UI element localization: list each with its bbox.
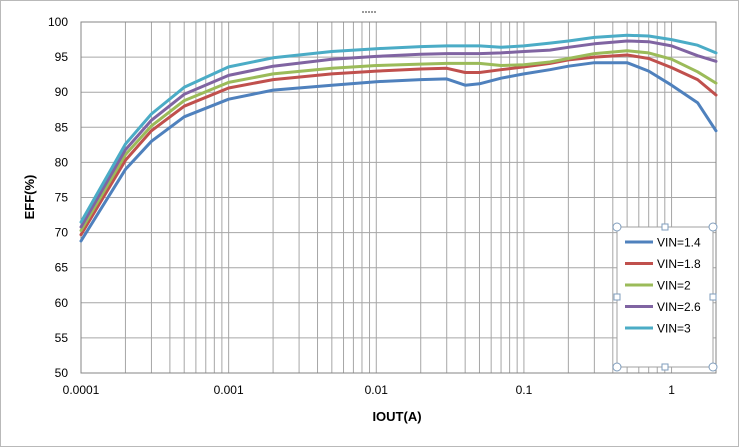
legend-resize-handle[interactable] [708, 362, 718, 372]
legend-items: VIN=1.4 VIN=1.8 VIN=2 VIN=2.6 VIN=3 [625, 236, 701, 336]
x-tick-label: 0.01 [365, 383, 389, 397]
y-tick-label: 100 [48, 15, 68, 29]
x-tick-label: 0.0001 [63, 383, 100, 397]
series-line [79, 33, 718, 224]
legend-resize-handle[interactable] [613, 293, 621, 301]
x-tick-label: 0.1 [516, 383, 533, 397]
y-tick-label: 60 [55, 296, 69, 310]
legend-label: VIN=1.8 [657, 257, 701, 271]
y-tick-label: 55 [55, 331, 69, 345]
legend-selection-handles[interactable] [612, 222, 718, 372]
legend-label: VIN=1.4 [657, 236, 701, 250]
plot-area-border [80, 21, 717, 374]
legend[interactable]: VIN=1.4 VIN=1.8 VIN=2 VIN=2.6 VIN=3 [612, 222, 718, 372]
x-tick-label: 1 [668, 383, 675, 397]
y-tick-label: 80 [55, 155, 69, 169]
legend-label: VIN=2 [657, 279, 691, 293]
series-layer [79, 33, 718, 243]
legend-resize-handle[interactable] [612, 222, 622, 232]
y-tick-label: 70 [55, 226, 69, 240]
legend-resize-handle[interactable] [708, 222, 718, 232]
y-axis-title: EFF(%) [22, 175, 37, 220]
x-axis-title: IOUT(A) [372, 409, 421, 424]
series-line [79, 53, 718, 237]
y-tick-label: 75 [55, 191, 69, 205]
series-line [79, 61, 718, 243]
y-tick-label: 65 [55, 261, 69, 275]
y-tick-label: 90 [55, 85, 69, 99]
y-tick-label: 95 [55, 50, 69, 64]
axis-layer: 50 55 60 65 70 75 80 85 90 95 100 0.0001 0.001 0.01 0.… [48, 15, 717, 397]
legend-label: VIN=2.6 [657, 300, 701, 314]
legend-resize-handle[interactable] [661, 223, 669, 231]
legend-resize-handle[interactable] [612, 362, 622, 372]
series-line [79, 49, 718, 232]
x-tick-label: 0.001 [214, 383, 244, 397]
chart-resize-grip-icon[interactable] [362, 0, 378, 13]
y-tick-label: 50 [55, 366, 69, 380]
legend-resize-handle[interactable] [709, 293, 717, 301]
legend-box[interactable] [616, 226, 714, 368]
legend-label: VIN=3 [657, 322, 691, 336]
legend-resize-handle[interactable] [661, 363, 669, 371]
series-line [79, 39, 718, 229]
y-tick-label: 85 [55, 120, 69, 134]
